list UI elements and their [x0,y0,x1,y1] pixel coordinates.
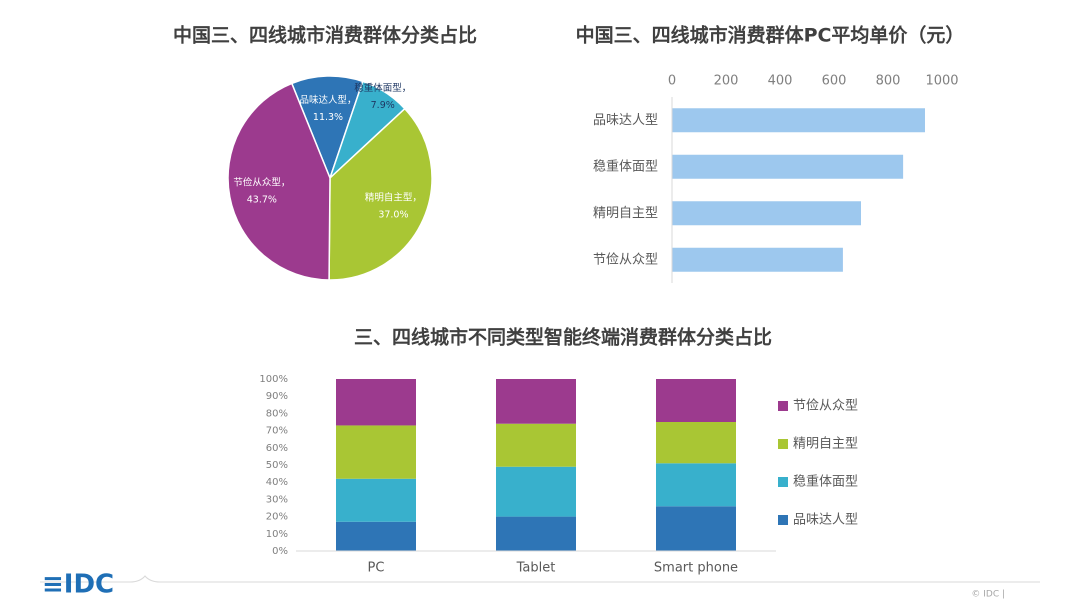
slice-value: 11.3% [313,112,343,123]
bar-segment [336,521,416,551]
y-tick-label: 精明自主型 [593,206,658,221]
bar-segment [496,379,576,424]
y-tick-label: 40% [266,477,288,488]
bar-segment [496,466,576,517]
pie-slice [227,82,331,281]
pie-slice [328,107,433,281]
bar-segment [336,379,416,426]
chart-title: 中国三、四线城市消费群体PC平均单价（元） [576,24,965,47]
x-tick-label: Tablet [516,561,556,576]
bar-segment [656,379,736,422]
y-tick-label: 60% [266,443,288,454]
slice-label: 稳重体面型， [354,82,411,94]
x-tick-label: PC [368,561,385,576]
bar-segment [656,422,736,464]
bar-segment [656,463,736,507]
y-tick-label: 0% [272,546,288,557]
y-tick-label: 80% [266,408,288,419]
y-tick-label: 100% [259,374,288,385]
y-tick-label: 品味达人型 [593,113,658,128]
legend-swatch [778,477,788,487]
bar [672,247,843,272]
x-tick-label: 800 [876,74,901,89]
x-tick-label: 200 [714,74,739,89]
y-tick-label: 稳重体面型 [593,158,658,174]
legend-label: 节俭从众型 [793,398,858,414]
slice-value: 43.7% [247,194,277,205]
slice-value: 7.9% [371,100,395,111]
y-tick-label: 90% [266,391,288,402]
bar [672,108,925,133]
legend-swatch [778,401,788,411]
slice-label: 精明自主型， [365,192,422,204]
x-tick-label: 0 [668,74,676,89]
x-tick-label: 1000 [925,74,958,89]
bar-segment [656,506,736,551]
bar-segment [496,423,576,467]
pie-slice [290,75,364,181]
y-tick-label: 10% [266,529,288,540]
y-tick-label: 70% [266,426,288,437]
slice-label: 节俭从众型， [233,176,290,188]
footer-line [40,575,1040,583]
legend-swatch [778,439,788,449]
bar [672,154,904,179]
legend-label: 稳重体面型 [793,474,858,490]
x-tick-label: 600 [822,74,847,89]
chart-title: 三、四线城市不同类型智能终端消费群体分类占比 [354,326,772,349]
copyright: © IDC | [971,590,1005,600]
legend-swatch [778,515,788,525]
slice-label: 品味达人型， [300,94,357,106]
logo: ≡IDC [42,570,114,600]
chart-title: 中国三、四线城市消费群体分类占比 [173,24,477,47]
y-tick-label: 节俭从众型 [593,251,658,267]
bar-segment [336,425,416,479]
x-tick-label: 400 [768,74,793,89]
legend-label: 品味达人型 [793,513,858,528]
x-tick-label: Smart phone [654,561,738,576]
legend-label: 精明自主型 [793,437,858,452]
y-tick-label: 30% [266,494,288,505]
y-tick-label: 20% [266,512,288,523]
slice-value: 37.0% [378,210,408,221]
bar-segment [496,516,576,551]
bar-segment [336,478,416,522]
bar [672,201,861,226]
y-tick-label: 50% [266,460,288,471]
